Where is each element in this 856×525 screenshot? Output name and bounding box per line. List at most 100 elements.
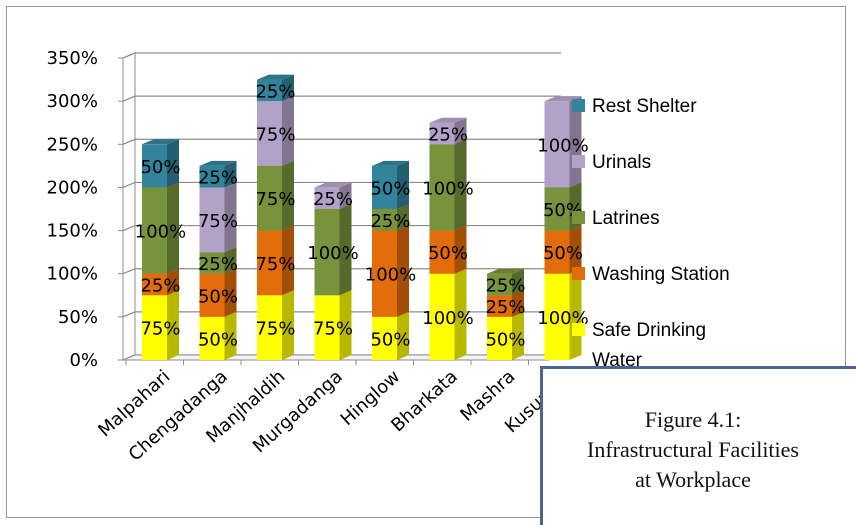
figure-caption-box: Figure 4.1: Infrastructural Facilities a…	[540, 366, 856, 525]
data-label: 100%	[307, 243, 358, 264]
bar-segment	[199, 273, 225, 317]
data-label: 100%	[422, 308, 473, 329]
data-label: 50%	[370, 329, 410, 350]
data-label: 75%	[255, 254, 295, 275]
bar-segment-side	[512, 311, 524, 360]
bar-segment	[429, 273, 455, 360]
bar-segment-side	[569, 268, 582, 360]
bar-segment-side	[397, 160, 409, 209]
bar-segment	[142, 295, 167, 360]
bar-segment	[429, 230, 455, 274]
bar-segment-side	[397, 204, 409, 231]
bar-segment-side	[339, 182, 352, 209]
bar-segment-side	[454, 268, 467, 360]
bar-segment	[429, 144, 455, 231]
legend-label: Rest Shelter	[592, 96, 697, 117]
bar-segment-side	[454, 117, 467, 145]
bar-segment-side	[224, 247, 237, 274]
data-label: 50%	[485, 329, 525, 350]
bar-segment	[257, 79, 282, 102]
data-label: 50%	[198, 286, 238, 307]
bar-segment	[544, 101, 570, 188]
y-tick-label: 150%	[47, 221, 98, 242]
legend-swatch	[572, 211, 585, 224]
bar-segment-top	[257, 74, 294, 80]
bar-segment-side	[224, 182, 237, 253]
data-label: 50%	[543, 243, 583, 264]
data-label: 50%	[370, 178, 410, 199]
data-label: 50%	[428, 243, 468, 264]
bar-segment-side	[397, 225, 409, 317]
legend-swatch	[572, 323, 585, 336]
bar-segment	[544, 230, 570, 274]
bar-segment-side	[282, 290, 294, 360]
data-label: 25%	[428, 125, 468, 146]
data-label: 75%	[313, 319, 353, 340]
x-tick-label: Chengadanga	[125, 366, 232, 465]
bar-segment	[314, 295, 340, 360]
caption-line-2: Infrastructural Facilities	[587, 437, 799, 462]
bar-segment-side	[454, 225, 467, 274]
data-label: 50%	[198, 329, 238, 350]
bar-segment-side	[282, 96, 294, 166]
bar-segment	[314, 209, 340, 296]
bar-segment-side	[339, 204, 352, 296]
legend-label: Urinals	[592, 152, 651, 173]
bar-segment-top	[487, 268, 524, 274]
bar-segment-side	[282, 160, 294, 231]
bar-segment	[372, 165, 397, 209]
gridline	[122, 311, 561, 318]
bar-segment	[544, 273, 570, 360]
data-label: 25%	[198, 254, 238, 275]
bar-segment	[199, 165, 225, 188]
figure-caption: Figure 4.1: Infrastructural Facilities a…	[543, 405, 843, 495]
bar-segment	[544, 187, 570, 231]
caption-line-1: Figure 4.1:	[644, 407, 742, 432]
bar-segment	[142, 187, 167, 274]
data-label: 100%	[537, 135, 588, 156]
bar-segment-side	[339, 290, 352, 360]
gridline	[122, 52, 561, 59]
data-label: 25%	[370, 211, 410, 232]
bar-segment-side	[167, 268, 179, 296]
data-label: 100%	[422, 178, 473, 199]
bar-segment	[372, 209, 397, 231]
bar-segment-top	[314, 182, 352, 188]
bar-segment-side	[167, 290, 179, 360]
bar-segment-side	[282, 74, 294, 102]
bar-segment	[487, 273, 512, 296]
bar-segment	[372, 316, 397, 360]
bar-segment-side	[167, 182, 179, 274]
gridline	[122, 224, 561, 232]
y-tick-label: 300%	[47, 91, 98, 112]
data-label: 25%	[140, 276, 180, 297]
bar-segment	[257, 230, 282, 296]
bar-segment-side	[167, 139, 179, 188]
bar-segment	[372, 230, 397, 317]
gridline	[122, 138, 561, 145]
bar-segment-side	[512, 268, 524, 296]
bar-segment-side	[224, 311, 237, 360]
bar-segment-side	[224, 160, 237, 188]
data-label: 100%	[135, 222, 186, 243]
bar-segment-top	[199, 160, 237, 166]
data-label: 25%	[485, 297, 525, 318]
data-label: 75%	[255, 189, 295, 210]
bar-segment	[314, 187, 340, 209]
data-label: 25%	[255, 81, 295, 102]
bar-segment-side	[454, 139, 467, 231]
y-tick-label: 200%	[47, 177, 98, 198]
y-tick-label: 50%	[58, 307, 98, 328]
bar-segment	[199, 252, 225, 274]
bar-segment	[257, 165, 282, 231]
y-tick-label: 350%	[47, 48, 98, 69]
legend-label: Washing Station	[592, 264, 730, 285]
data-label: 25%	[313, 189, 353, 210]
bar-segment-side	[282, 225, 294, 296]
data-label: 100%	[365, 265, 416, 286]
bar-segment-side	[397, 311, 409, 360]
bar-segment	[429, 122, 455, 145]
data-label: 75%	[255, 125, 295, 146]
bar-segment-top	[142, 139, 179, 145]
